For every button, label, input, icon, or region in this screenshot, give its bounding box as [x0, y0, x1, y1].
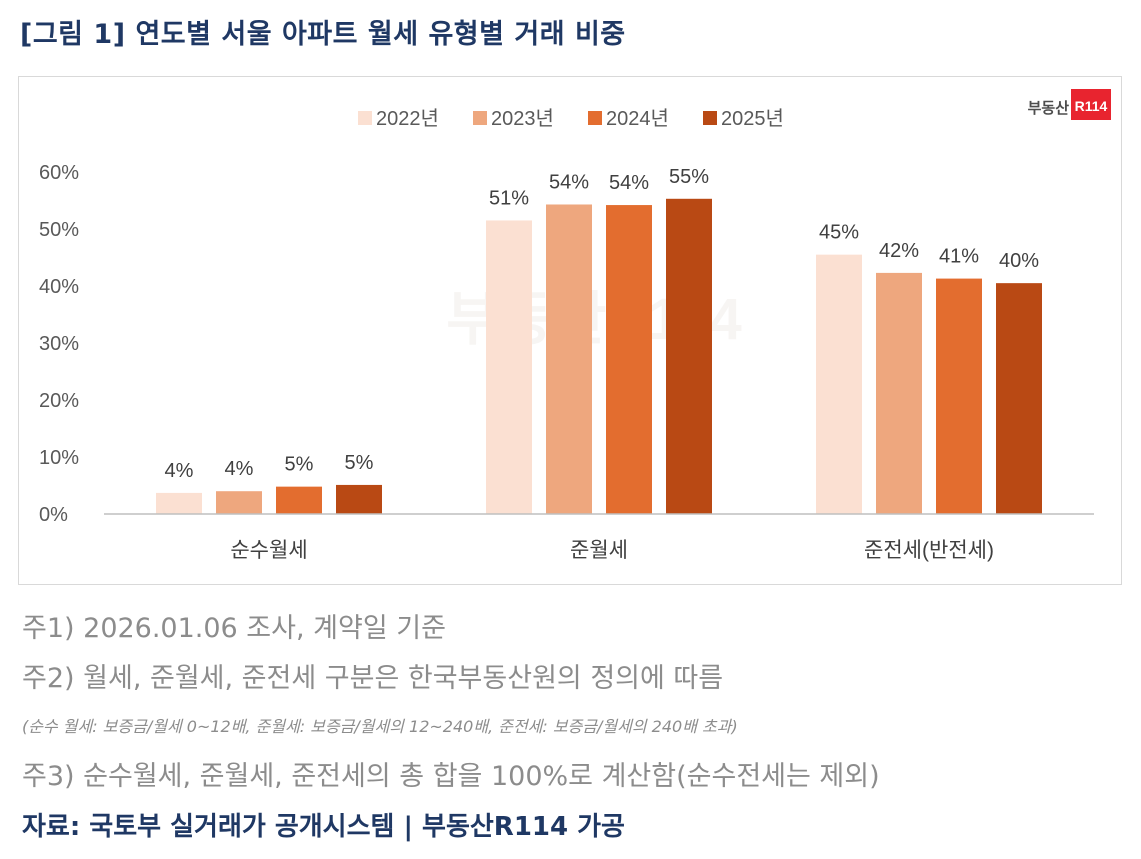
- data-label: 40%: [999, 250, 1039, 272]
- bar: [156, 492, 202, 514]
- legend-swatch: [703, 111, 717, 125]
- chart-frame: 부동산 R114 부동산 R114 2022년 2023년 2024년 2025년 0% 1…: [18, 76, 1122, 585]
- bar: [486, 220, 532, 514]
- y-tick-label: 0%: [39, 504, 68, 526]
- data-label: 54%: [609, 172, 649, 194]
- legend-label: 2022년: [376, 107, 439, 130]
- x-category-label: 준전세(반전세): [864, 539, 994, 562]
- legend-label: 2025년: [721, 107, 784, 130]
- note-2: 주2) 월세, 준월세, 준전세 구분은 한국부동산원의 정의에 따름: [22, 663, 724, 694]
- legend-swatch: [473, 111, 487, 125]
- data-labels: 4% 4% 5% 5% 51% 54% 54% 55% 45% 42% 41% 40%: [165, 166, 1040, 482]
- x-axis: 순수월세 준월세 준전세(반전세): [104, 513, 1094, 562]
- bar: [666, 198, 712, 514]
- note-1: 주1) 2026.01.06 조사, 계약일 기준: [22, 613, 446, 644]
- bar: [996, 283, 1042, 514]
- bar: [336, 484, 382, 514]
- bar: [816, 254, 862, 514]
- bars: [156, 198, 1042, 514]
- bar: [546, 204, 592, 514]
- data-label: 45%: [819, 222, 859, 244]
- legend-swatch: [358, 111, 372, 125]
- y-axis: 0% 10% 20% 30% 40% 50% 60%: [39, 162, 79, 526]
- note-2-detail: (순수 월세: 보증금/월세 0~12배, 준월세: 보증금/월세의 12~24…: [22, 717, 738, 736]
- legend-label: 2023년: [491, 107, 554, 130]
- brand-logo: 부동산 R114: [1028, 89, 1111, 120]
- y-tick-label: 40%: [39, 276, 79, 298]
- bar: [216, 491, 262, 514]
- bar-chart: 부동산 R114 부동산 R114 2022년 2023년 2024년 2025년 0% 1…: [39, 89, 1111, 562]
- data-label: 42%: [879, 240, 919, 262]
- logo-badge-text: R114: [1075, 98, 1108, 114]
- data-label: 55%: [669, 166, 709, 188]
- bar: [876, 272, 922, 514]
- legend: 2022년 2023년 2024년 2025년: [358, 107, 784, 130]
- logo-text: 부동산: [1028, 100, 1070, 117]
- bar: [606, 205, 652, 514]
- x-category-label: 준월세: [570, 539, 628, 562]
- y-tick-label: 20%: [39, 390, 79, 412]
- y-tick-label: 60%: [39, 162, 79, 184]
- data-label: 5%: [285, 454, 314, 476]
- data-label: 5%: [345, 452, 374, 474]
- bar: [276, 486, 322, 514]
- y-tick-label: 30%: [39, 333, 79, 355]
- y-tick-label: 10%: [39, 447, 79, 469]
- figure-title: [그림 1] 연도별 서울 아파트 월세 유형별 거래 비중: [20, 19, 626, 50]
- legend-swatch: [588, 111, 602, 125]
- data-label: 4%: [225, 458, 254, 480]
- x-category-label: 순수월세: [230, 539, 307, 562]
- data-label: 4%: [165, 460, 194, 482]
- data-label: 41%: [939, 246, 979, 268]
- source-credit: 자료: 국토부 실거래가 공개시스템 | 부동산R114 가공: [22, 812, 625, 842]
- data-label: 54%: [549, 171, 589, 193]
- logo-badge: [1071, 89, 1111, 120]
- y-tick-label: 50%: [39, 219, 79, 241]
- bar: [936, 278, 982, 514]
- data-label: 51%: [489, 187, 529, 209]
- note-3: 주3) 순수월세, 준월세, 준전세의 총 합을 100%로 계산함(순수전세는…: [22, 761, 880, 792]
- legend-label: 2024년: [606, 107, 669, 130]
